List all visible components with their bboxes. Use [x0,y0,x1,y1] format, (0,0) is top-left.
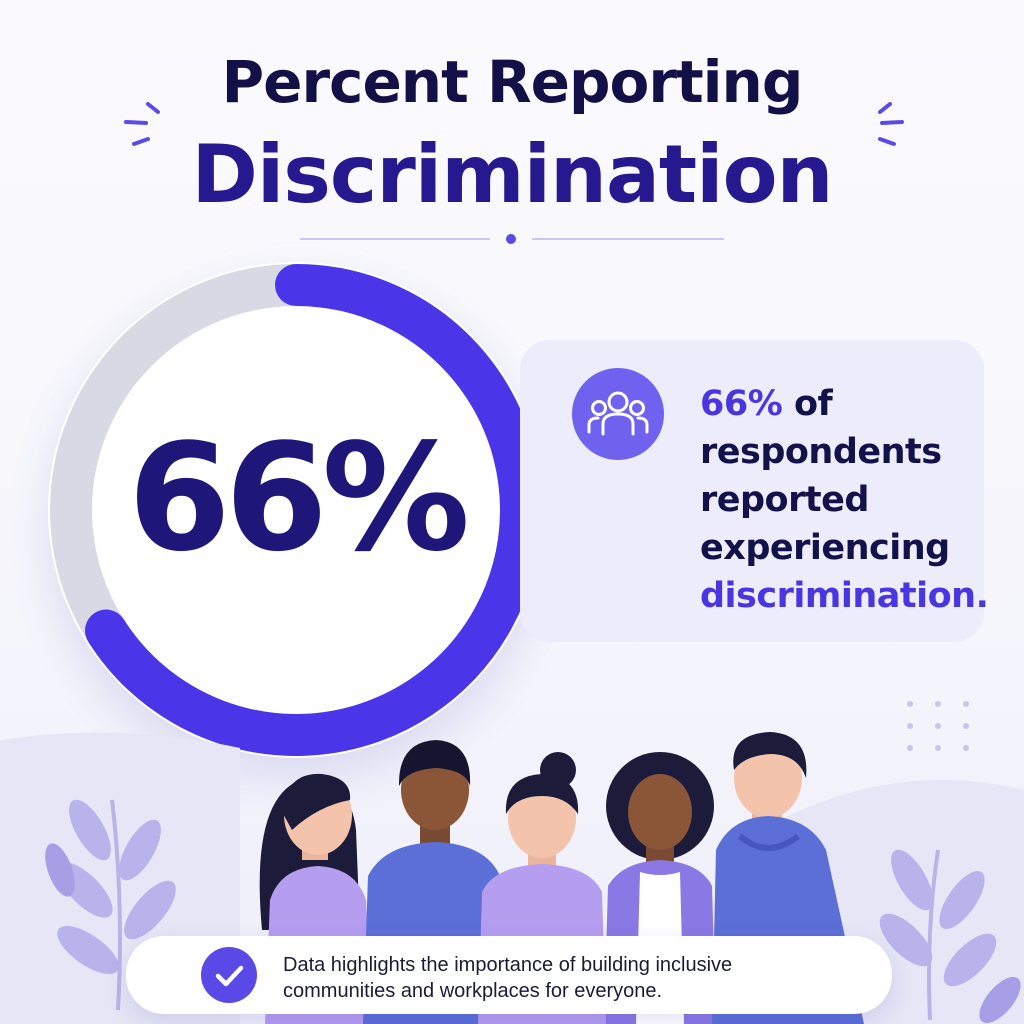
page-title: Percent Reporting [221,48,804,116]
callout-highlight: discrimination. [700,576,989,616]
callout-text: of respondents reported experiencing [700,384,950,568]
leaf-decoration-right [879,849,1021,1024]
people-group-icon [572,368,664,460]
stat-callout-text: 66% of respondents reported experiencing… [700,380,989,620]
percentage-value: 66% [127,412,470,584]
title-divider [300,234,724,244]
checkmark-icon [201,947,257,1003]
dot-grid-decoration [907,701,969,751]
page-title-highlight: Discrimination [191,128,833,221]
callout-value: 66% [700,384,783,424]
sparkle-right-icon [878,102,904,146]
footer-note-text: Data highlights the importance of buildi… [283,954,733,1002]
sparkle-left-icon [124,102,160,146]
donut-value-arc [85,264,542,756]
